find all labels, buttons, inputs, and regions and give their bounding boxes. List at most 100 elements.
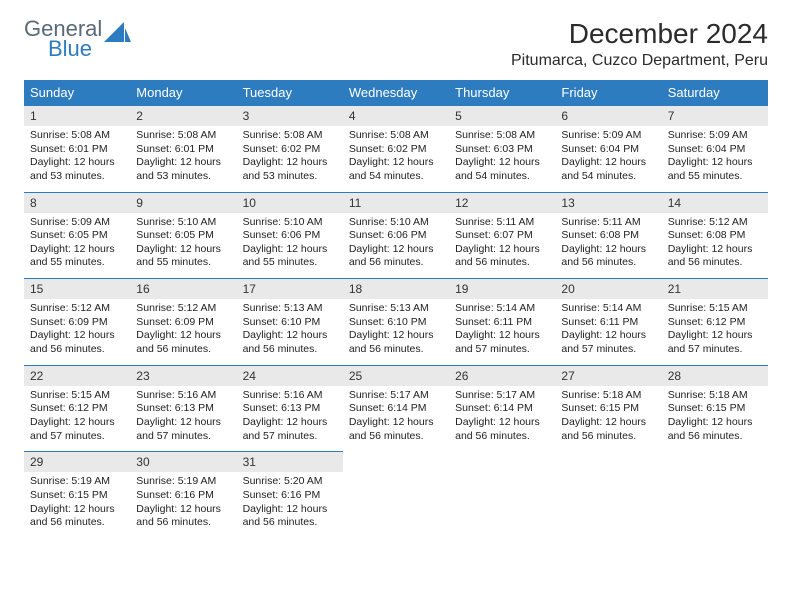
calendar-cell: 22Sunrise: 5:15 AMSunset: 6:12 PMDayligh… — [24, 365, 130, 452]
weekday-header: Saturday — [662, 80, 768, 105]
calendar-cell: 27Sunrise: 5:18 AMSunset: 6:15 PMDayligh… — [555, 365, 661, 452]
day-info: Sunrise: 5:11 AMSunset: 6:08 PMDaylight:… — [555, 213, 661, 279]
day-number: 27 — [555, 365, 661, 386]
calendar-cell: 9Sunrise: 5:10 AMSunset: 6:05 PMDaylight… — [130, 192, 236, 279]
calendar-cell: 23Sunrise: 5:16 AMSunset: 6:13 PMDayligh… — [130, 365, 236, 452]
day-number: 16 — [130, 278, 236, 299]
title-block: December 2024 Pitumarca, Cuzco Departmen… — [511, 18, 768, 70]
logo-word-bottom: Blue — [48, 38, 102, 60]
day-info: Sunrise: 5:18 AMSunset: 6:15 PMDaylight:… — [555, 386, 661, 452]
calendar-cell: 29Sunrise: 5:19 AMSunset: 6:15 PMDayligh… — [24, 451, 130, 538]
day-number: 18 — [343, 278, 449, 299]
header: General Blue December 2024 Pitumarca, Cu… — [24, 18, 768, 70]
day-number: 21 — [662, 278, 768, 299]
day-info: Sunrise: 5:11 AMSunset: 6:07 PMDaylight:… — [449, 213, 555, 279]
calendar-cell: 2Sunrise: 5:08 AMSunset: 6:01 PMDaylight… — [130, 105, 236, 192]
day-info: Sunrise: 5:10 AMSunset: 6:05 PMDaylight:… — [130, 213, 236, 279]
calendar-cell: 26Sunrise: 5:17 AMSunset: 6:14 PMDayligh… — [449, 365, 555, 452]
calendar-row: 22Sunrise: 5:15 AMSunset: 6:12 PMDayligh… — [24, 365, 768, 452]
calendar-body: 1Sunrise: 5:08 AMSunset: 6:01 PMDaylight… — [24, 105, 768, 538]
calendar-cell: 11Sunrise: 5:10 AMSunset: 6:06 PMDayligh… — [343, 192, 449, 279]
calendar-cell: 28Sunrise: 5:18 AMSunset: 6:15 PMDayligh… — [662, 365, 768, 452]
calendar-cell: 15Sunrise: 5:12 AMSunset: 6:09 PMDayligh… — [24, 278, 130, 365]
calendar-cell: 19Sunrise: 5:14 AMSunset: 6:11 PMDayligh… — [449, 278, 555, 365]
day-info: Sunrise: 5:08 AMSunset: 6:01 PMDaylight:… — [130, 126, 236, 192]
day-number: 8 — [24, 192, 130, 213]
calendar-cell: 17Sunrise: 5:13 AMSunset: 6:10 PMDayligh… — [237, 278, 343, 365]
day-info: Sunrise: 5:09 AMSunset: 6:05 PMDaylight:… — [24, 213, 130, 279]
day-info: Sunrise: 5:08 AMSunset: 6:02 PMDaylight:… — [237, 126, 343, 192]
day-number: 29 — [24, 451, 130, 472]
day-info: Sunrise: 5:18 AMSunset: 6:15 PMDaylight:… — [662, 386, 768, 452]
day-info: Sunrise: 5:19 AMSunset: 6:15 PMDaylight:… — [24, 472, 130, 538]
day-number: 20 — [555, 278, 661, 299]
calendar-cell — [449, 451, 555, 538]
day-number: 10 — [237, 192, 343, 213]
day-number: 6 — [555, 105, 661, 126]
day-info: Sunrise: 5:08 AMSunset: 6:03 PMDaylight:… — [449, 126, 555, 192]
calendar-cell: 13Sunrise: 5:11 AMSunset: 6:08 PMDayligh… — [555, 192, 661, 279]
day-number: 28 — [662, 365, 768, 386]
calendar-cell — [343, 451, 449, 538]
day-info: Sunrise: 5:14 AMSunset: 6:11 PMDaylight:… — [449, 299, 555, 365]
weekday-header: Friday — [555, 80, 661, 105]
calendar-cell: 7Sunrise: 5:09 AMSunset: 6:04 PMDaylight… — [662, 105, 768, 192]
day-number: 2 — [130, 105, 236, 126]
day-info: Sunrise: 5:15 AMSunset: 6:12 PMDaylight:… — [24, 386, 130, 452]
calendar-cell: 30Sunrise: 5:19 AMSunset: 6:16 PMDayligh… — [130, 451, 236, 538]
calendar-cell: 1Sunrise: 5:08 AMSunset: 6:01 PMDaylight… — [24, 105, 130, 192]
day-info: Sunrise: 5:09 AMSunset: 6:04 PMDaylight:… — [555, 126, 661, 192]
logo: General Blue — [24, 18, 132, 60]
day-info: Sunrise: 5:13 AMSunset: 6:10 PMDaylight:… — [343, 299, 449, 365]
location: Pitumarca, Cuzco Department, Peru — [511, 52, 768, 70]
calendar-table: SundayMondayTuesdayWednesdayThursdayFrid… — [24, 80, 768, 538]
day-number: 4 — [343, 105, 449, 126]
calendar-row: 15Sunrise: 5:12 AMSunset: 6:09 PMDayligh… — [24, 278, 768, 365]
day-number: 13 — [555, 192, 661, 213]
day-number: 15 — [24, 278, 130, 299]
calendar-row: 29Sunrise: 5:19 AMSunset: 6:15 PMDayligh… — [24, 451, 768, 538]
calendar-cell: 24Sunrise: 5:16 AMSunset: 6:13 PMDayligh… — [237, 365, 343, 452]
calendar-cell: 25Sunrise: 5:17 AMSunset: 6:14 PMDayligh… — [343, 365, 449, 452]
day-info: Sunrise: 5:12 AMSunset: 6:08 PMDaylight:… — [662, 213, 768, 279]
day-info: Sunrise: 5:08 AMSunset: 6:01 PMDaylight:… — [24, 126, 130, 192]
day-info: Sunrise: 5:17 AMSunset: 6:14 PMDaylight:… — [343, 386, 449, 452]
day-number: 14 — [662, 192, 768, 213]
day-number: 7 — [662, 105, 768, 126]
calendar-cell: 12Sunrise: 5:11 AMSunset: 6:07 PMDayligh… — [449, 192, 555, 279]
calendar-cell: 6Sunrise: 5:09 AMSunset: 6:04 PMDaylight… — [555, 105, 661, 192]
calendar-row: 8Sunrise: 5:09 AMSunset: 6:05 PMDaylight… — [24, 192, 768, 279]
day-info: Sunrise: 5:13 AMSunset: 6:10 PMDaylight:… — [237, 299, 343, 365]
day-info: Sunrise: 5:08 AMSunset: 6:02 PMDaylight:… — [343, 126, 449, 192]
weekday-header: Tuesday — [237, 80, 343, 105]
day-number: 12 — [449, 192, 555, 213]
logo-sail-icon — [104, 22, 132, 44]
day-number: 1 — [24, 105, 130, 126]
day-info: Sunrise: 5:14 AMSunset: 6:11 PMDaylight:… — [555, 299, 661, 365]
calendar-cell: 4Sunrise: 5:08 AMSunset: 6:02 PMDaylight… — [343, 105, 449, 192]
day-info: Sunrise: 5:15 AMSunset: 6:12 PMDaylight:… — [662, 299, 768, 365]
logo-text-block: General Blue — [24, 18, 102, 60]
calendar-cell — [662, 451, 768, 538]
calendar-cell: 5Sunrise: 5:08 AMSunset: 6:03 PMDaylight… — [449, 105, 555, 192]
day-info: Sunrise: 5:10 AMSunset: 6:06 PMDaylight:… — [237, 213, 343, 279]
day-number: 30 — [130, 451, 236, 472]
month-title: December 2024 — [511, 18, 768, 50]
day-info: Sunrise: 5:16 AMSunset: 6:13 PMDaylight:… — [130, 386, 236, 452]
weekday-header: Sunday — [24, 80, 130, 105]
day-info: Sunrise: 5:12 AMSunset: 6:09 PMDaylight:… — [130, 299, 236, 365]
day-info: Sunrise: 5:17 AMSunset: 6:14 PMDaylight:… — [449, 386, 555, 452]
day-info: Sunrise: 5:19 AMSunset: 6:16 PMDaylight:… — [130, 472, 236, 538]
day-number: 9 — [130, 192, 236, 213]
day-number: 25 — [343, 365, 449, 386]
day-info: Sunrise: 5:12 AMSunset: 6:09 PMDaylight:… — [24, 299, 130, 365]
calendar-cell: 31Sunrise: 5:20 AMSunset: 6:16 PMDayligh… — [237, 451, 343, 538]
day-number: 3 — [237, 105, 343, 126]
day-info: Sunrise: 5:10 AMSunset: 6:06 PMDaylight:… — [343, 213, 449, 279]
day-number: 17 — [237, 278, 343, 299]
day-info: Sunrise: 5:09 AMSunset: 6:04 PMDaylight:… — [662, 126, 768, 192]
day-info: Sunrise: 5:16 AMSunset: 6:13 PMDaylight:… — [237, 386, 343, 452]
calendar-cell: 8Sunrise: 5:09 AMSunset: 6:05 PMDaylight… — [24, 192, 130, 279]
calendar-header-row: SundayMondayTuesdayWednesdayThursdayFrid… — [24, 80, 768, 105]
weekday-header: Thursday — [449, 80, 555, 105]
